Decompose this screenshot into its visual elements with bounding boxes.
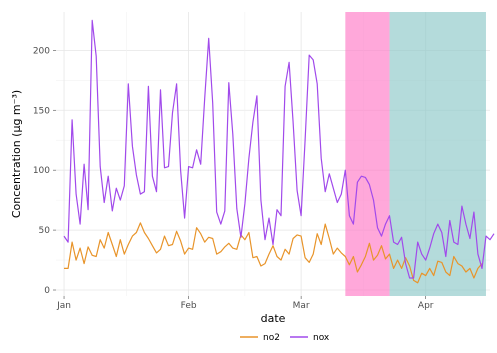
y-tick-label: 50 bbox=[39, 226, 51, 236]
series-line-nox bbox=[63, 19, 495, 279]
y-axis-title: Concentration (µg m⁻³) bbox=[10, 90, 23, 218]
series-line-no2 bbox=[64, 222, 483, 284]
series-lines bbox=[63, 19, 495, 284]
x-tick-label: Mar bbox=[293, 301, 310, 311]
legend-label-no2: no2 bbox=[263, 333, 280, 343]
y-tick-label: 150 bbox=[33, 106, 50, 116]
x-tick-label: Feb bbox=[181, 301, 197, 311]
x-tick-label: Jan bbox=[56, 301, 71, 311]
y-tick-label: 100 bbox=[33, 166, 50, 176]
x-tick-label: Apr bbox=[418, 301, 434, 311]
y-axis-ticks: 0 50 100 150 200 bbox=[33, 46, 56, 296]
x-axis-ticks: Jan Feb Mar Apr bbox=[56, 296, 434, 311]
y-tick-label: 0 bbox=[44, 286, 50, 296]
x-axis-title: date bbox=[261, 312, 286, 325]
y-tick-label: 200 bbox=[33, 46, 50, 56]
shaded-period-1 bbox=[345, 12, 390, 296]
shaded-period-2 bbox=[389, 12, 486, 296]
legend: no2 nox bbox=[240, 333, 330, 343]
legend-label-nox: nox bbox=[313, 333, 330, 343]
